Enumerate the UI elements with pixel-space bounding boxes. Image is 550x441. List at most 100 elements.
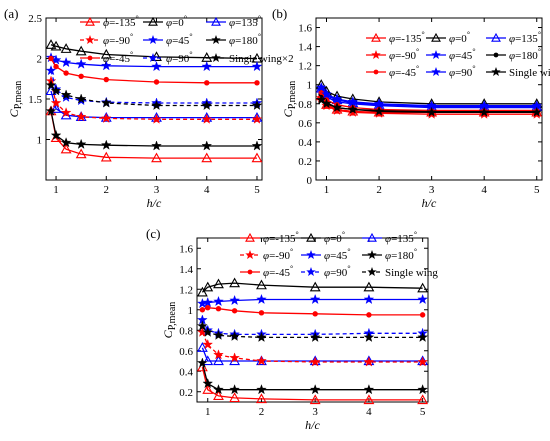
plot-frame bbox=[196, 237, 429, 403]
y-tick-label: 2 bbox=[37, 54, 43, 66]
star-marker bbox=[306, 266, 316, 277]
triangle-marker bbox=[417, 394, 429, 405]
legend-label: φ=135° bbox=[509, 30, 541, 45]
panel-label: (a) bbox=[4, 6, 18, 21]
y-tick-label: 1.4 bbox=[179, 264, 193, 276]
y-tick-label: 1 bbox=[37, 135, 43, 147]
star-marker bbox=[321, 88, 332, 99]
triangle-marker bbox=[229, 277, 241, 288]
dot-marker bbox=[373, 69, 379, 75]
star-marker bbox=[363, 293, 375, 305]
y-tick-label: 1.2 bbox=[298, 61, 312, 73]
triangle-marker bbox=[201, 152, 213, 163]
star-marker bbox=[75, 93, 87, 104]
y-tick-label: 0.2 bbox=[179, 387, 193, 399]
star-marker bbox=[213, 329, 224, 340]
triangle-marker bbox=[251, 152, 263, 163]
legend-label: Single wing bbox=[509, 67, 550, 79]
dot-marker bbox=[312, 311, 318, 317]
legend-label: φ=180° bbox=[509, 47, 541, 62]
y-tick-label: 0 bbox=[307, 175, 313, 187]
dot-marker bbox=[258, 310, 265, 316]
star-marker bbox=[373, 98, 385, 109]
star-marker bbox=[306, 249, 316, 260]
plot-frame bbox=[315, 17, 543, 181]
star-marker bbox=[100, 139, 112, 150]
star-marker bbox=[197, 320, 208, 331]
star-marker bbox=[202, 296, 214, 308]
star-marker bbox=[315, 94, 327, 105]
star-marker bbox=[315, 81, 327, 93]
x-tick-label: 5 bbox=[534, 184, 540, 196]
star-marker bbox=[151, 140, 162, 151]
triangle-marker bbox=[363, 281, 375, 292]
star-marker bbox=[431, 66, 441, 77]
series-line bbox=[201, 366, 423, 401]
star-marker bbox=[202, 339, 214, 350]
star-marker bbox=[211, 52, 221, 63]
y-tick-label: 1.6 bbox=[179, 243, 193, 255]
star-marker bbox=[148, 52, 158, 63]
dot-marker bbox=[205, 305, 211, 311]
star-marker bbox=[363, 356, 375, 367]
star-marker bbox=[331, 93, 343, 104]
triangle-marker bbox=[245, 232, 255, 242]
legend-label: φ=-45° bbox=[389, 64, 419, 79]
star-marker bbox=[213, 349, 224, 360]
triangle-marker bbox=[431, 32, 441, 42]
dot-marker bbox=[204, 80, 210, 86]
triangle-marker bbox=[309, 394, 321, 405]
dot-marker bbox=[247, 269, 253, 275]
panel-label: (b) bbox=[272, 6, 287, 21]
star-marker bbox=[251, 61, 263, 72]
dot-marker bbox=[231, 308, 238, 314]
y-tick-label: 0.4 bbox=[179, 366, 193, 378]
legend-label: Single wing×2 bbox=[229, 53, 294, 65]
legend-label: Single wing bbox=[385, 267, 438, 279]
y-tick-label: 0.8 bbox=[179, 325, 193, 337]
star-marker bbox=[309, 356, 321, 367]
dot-marker bbox=[199, 307, 206, 313]
x-tick-label: 2 bbox=[104, 184, 110, 196]
triangle-marker bbox=[491, 32, 501, 42]
triangle-marker bbox=[213, 355, 224, 366]
star-marker bbox=[417, 384, 428, 395]
star-marker bbox=[363, 384, 375, 395]
dot-marker bbox=[493, 52, 499, 58]
y-tick-label: 0.8 bbox=[298, 99, 312, 111]
series-line bbox=[50, 110, 257, 159]
dot-marker bbox=[419, 312, 426, 318]
triangle-marker bbox=[309, 281, 321, 292]
legend-label: φ=0° bbox=[324, 230, 345, 245]
triangle-marker bbox=[148, 16, 158, 26]
star-marker bbox=[245, 249, 255, 260]
series-line bbox=[201, 347, 423, 362]
triangle-marker bbox=[367, 232, 377, 242]
panel-c: (c) 1 2 3 4 5 0.2 0.4 0.6 0.8 1 1.2 1.4 1.6 h/c CP,mea… bbox=[146, 226, 438, 432]
dot-marker bbox=[153, 79, 160, 85]
star-marker bbox=[45, 65, 57, 76]
triangle-marker bbox=[196, 286, 208, 297]
y-axis-label: CP,mean bbox=[7, 81, 24, 118]
triangle-marker bbox=[50, 103, 62, 113]
star-marker bbox=[229, 384, 240, 395]
star-marker bbox=[202, 326, 214, 337]
star-marker bbox=[100, 112, 112, 123]
x-tick-label: 5 bbox=[420, 406, 426, 418]
star-marker bbox=[45, 79, 57, 90]
star-marker bbox=[256, 331, 267, 342]
star-marker bbox=[251, 140, 263, 151]
star-marker bbox=[100, 60, 112, 71]
star-marker bbox=[309, 293, 321, 305]
y-tick-label: 2.5 bbox=[28, 13, 42, 25]
dot-marker bbox=[318, 89, 324, 96]
triangle-marker bbox=[196, 342, 208, 352]
star-marker bbox=[85, 34, 95, 45]
star-marker bbox=[309, 384, 321, 395]
star-marker bbox=[50, 129, 62, 140]
x-tick-label: 4 bbox=[366, 406, 372, 418]
star-marker bbox=[373, 105, 385, 116]
x-tick-label: 3 bbox=[154, 184, 160, 196]
y-tick-label: 1.6 bbox=[298, 23, 312, 35]
